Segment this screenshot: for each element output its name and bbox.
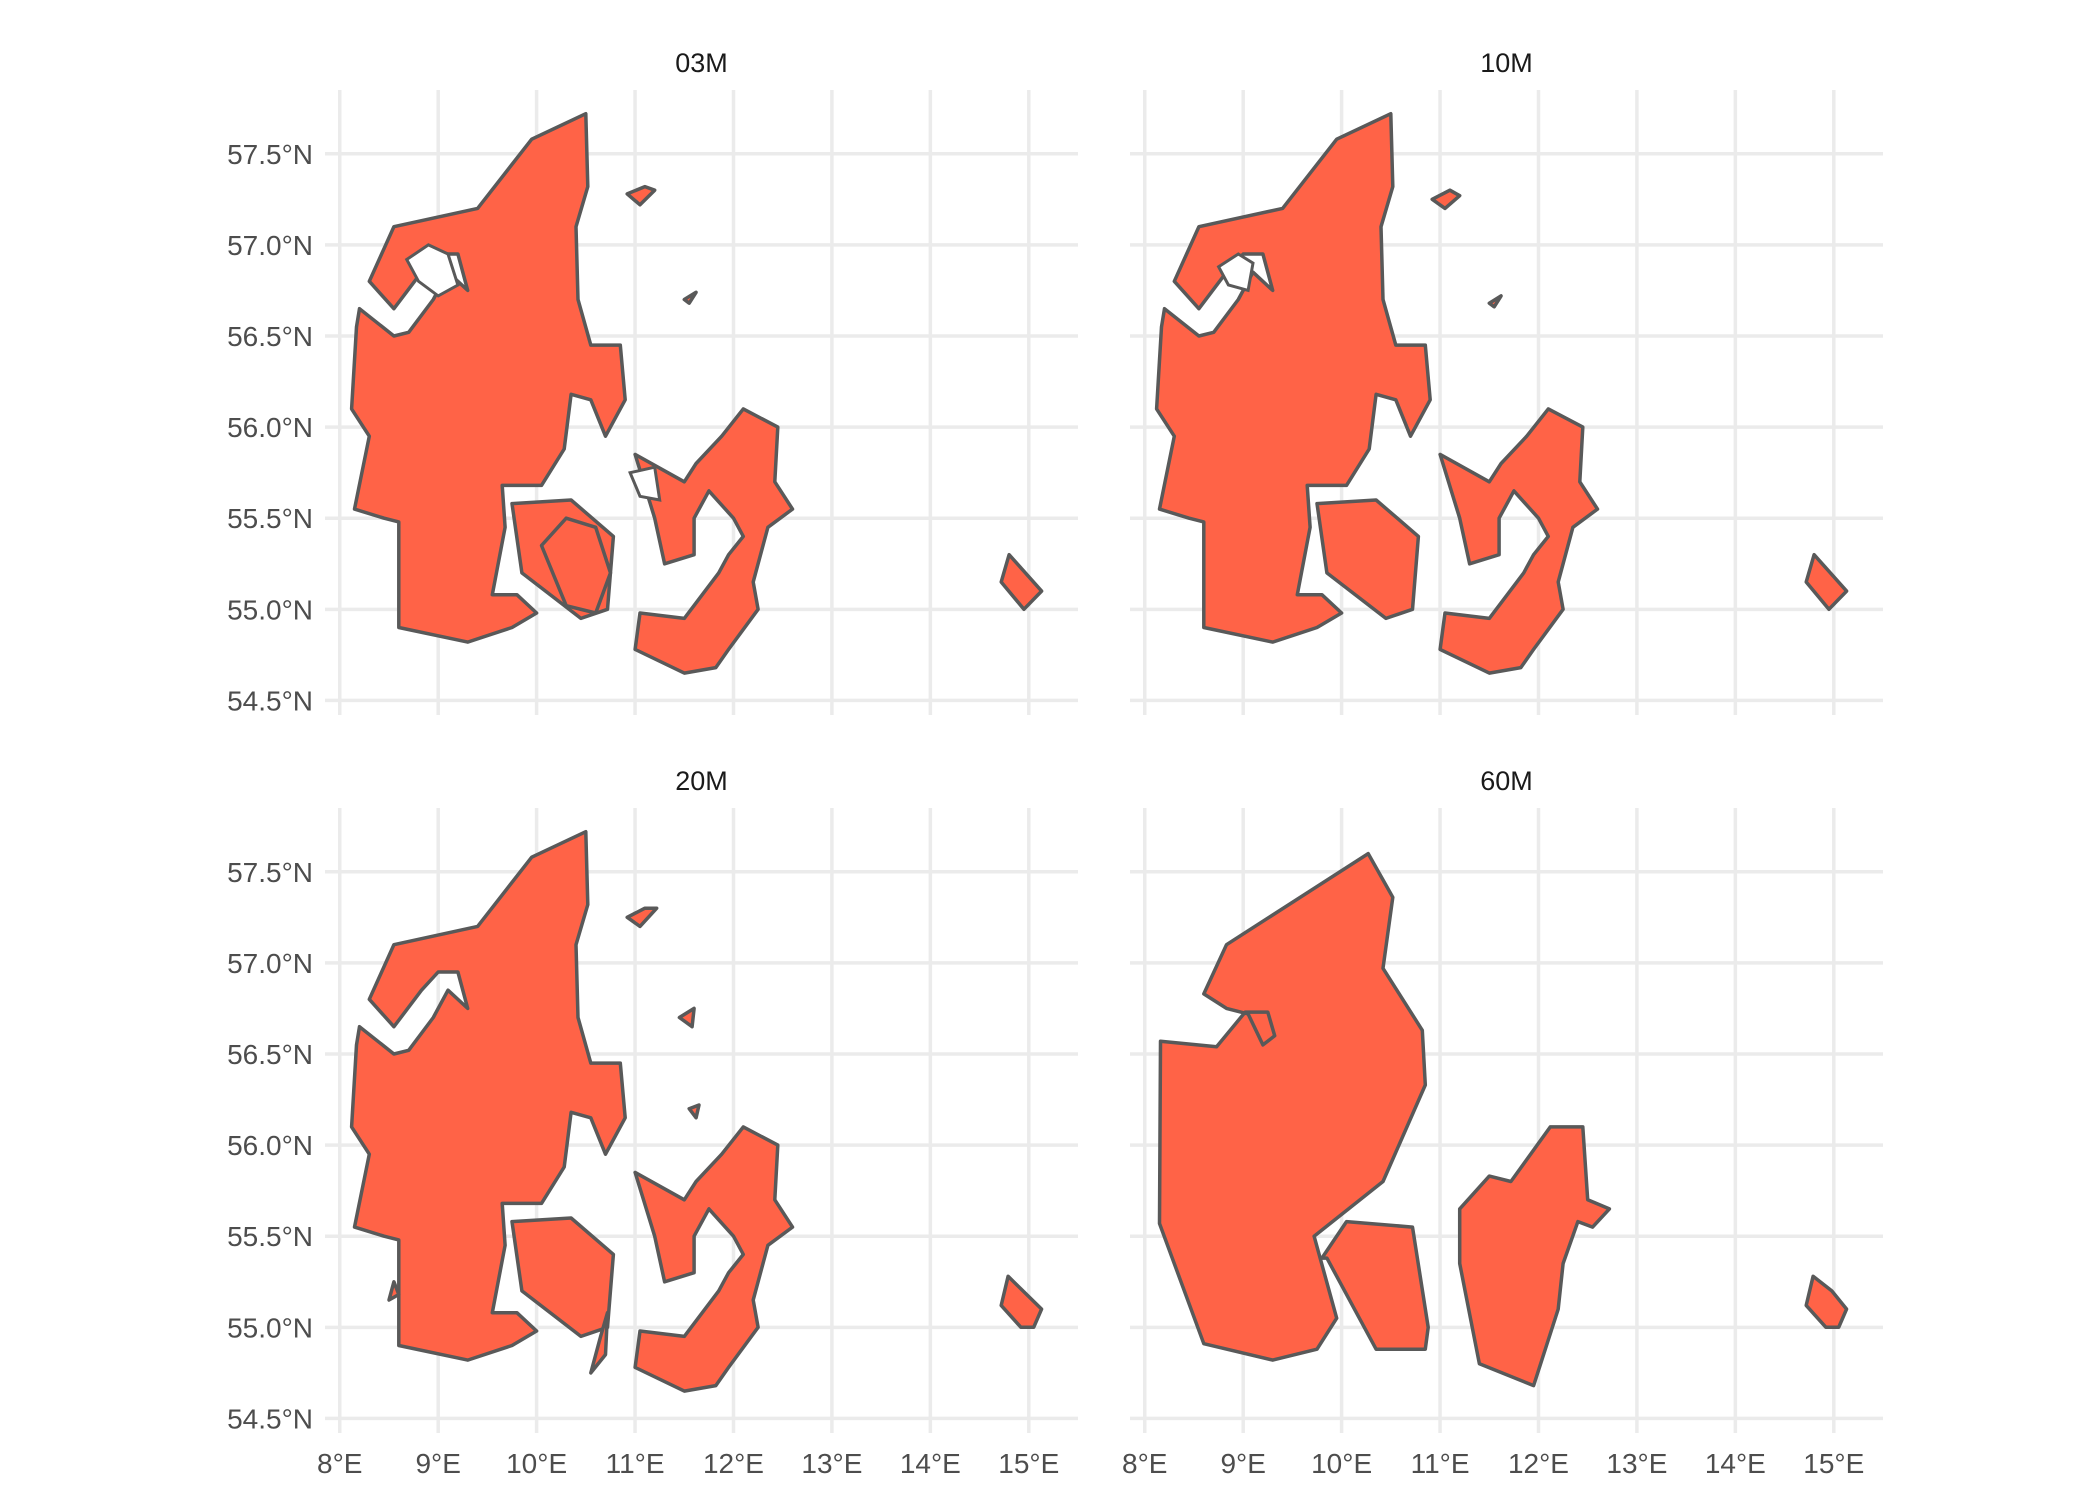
land-polygon (682, 290, 698, 305)
land-polygon (539, 516, 613, 615)
land-polygon (1804, 552, 1849, 612)
land-polygon (633, 407, 795, 675)
land-polygon (1320, 1219, 1430, 1351)
facet-panel-03m: 03M (325, 48, 1078, 715)
y-tick-label: 54.5°N (227, 685, 313, 716)
y-tick-label: 55.0°N (227, 1312, 313, 1343)
y-tick-label: 57.5°N (227, 857, 313, 888)
water-inlet (404, 243, 460, 298)
x-tick-label: 12°E (1508, 1448, 1569, 1479)
facet-panel-20m: 20M (325, 766, 1078, 1433)
x-tick-label: 9°E (415, 1448, 460, 1479)
x-tick-label: 15°E (1803, 1448, 1864, 1479)
land-polygon (687, 1103, 701, 1120)
land-polygon (1157, 851, 1428, 1362)
land-polygon (349, 829, 627, 1362)
x-tick-label: 9°E (1220, 1448, 1265, 1479)
facet-title: 20M (675, 766, 728, 796)
facet-title: 60M (1480, 766, 1533, 796)
facet-title: 03M (675, 48, 728, 78)
x-tick-label: 15°E (998, 1448, 1059, 1479)
facet-title: 10M (1480, 48, 1533, 78)
land-polygon (1804, 1274, 1849, 1330)
x-tick-label: 8°E (1122, 1448, 1167, 1479)
x-tick-label: 10°E (506, 1448, 567, 1479)
land-polygon (387, 1280, 401, 1302)
land-polygon (999, 552, 1044, 612)
x-tick-label: 14°E (1705, 1448, 1766, 1479)
y-tick-label: 56.0°N (227, 1130, 313, 1161)
land-polygon (1438, 407, 1600, 675)
y-tick-label: 57.0°N (227, 948, 313, 979)
x-tick-label: 11°E (606, 1448, 665, 1479)
y-tick-label: 56.5°N (227, 1039, 313, 1070)
land-polygon (1315, 498, 1421, 621)
facet-panel-10m: 10M (1130, 48, 1883, 715)
x-tick-label: 11°E (1411, 1448, 1470, 1479)
x-tick-label: 8°E (317, 1448, 362, 1479)
land-polygon (1430, 188, 1462, 211)
x-tick-label: 12°E (703, 1448, 764, 1479)
y-tick-label: 55.0°N (227, 594, 313, 625)
y-tick-label: 55.5°N (227, 1221, 313, 1252)
y-tick-label: 57.0°N (227, 230, 313, 261)
x-axis: 8°E 9°E 10°E 11°E 12°E 13°E 14°E 15°E 8°E 9°E 10°E… (317, 1448, 1864, 1479)
facet-panel-60m: 60M (1130, 766, 1883, 1433)
land-polygon (633, 1125, 795, 1393)
y-tick-label: 56.5°N (227, 321, 313, 352)
y-tick-label: 57.5°N (227, 139, 313, 170)
land-polygon (589, 1310, 610, 1375)
y-tick-label: 55.5°N (227, 503, 313, 534)
x-tick-label: 10°E (1311, 1448, 1372, 1479)
land-polygon (677, 1006, 696, 1029)
y-axis: 54.5°N 55.0°N 55.5°N 56.0°N 56.5°N 57.0°N 57.5… (227, 139, 313, 1435)
y-tick-label: 54.5°N (227, 1403, 313, 1434)
facet-panels: 03M 10M 20M 60M (325, 48, 1883, 1433)
water-inlet (628, 465, 662, 502)
land-polygon (999, 1274, 1044, 1330)
x-tick-label: 14°E (900, 1448, 961, 1479)
land-polygon (1487, 294, 1503, 309)
water-inlet (1216, 252, 1255, 293)
land-polygon (625, 906, 659, 929)
land-polygon (625, 184, 657, 207)
land-polygon (1457, 1125, 1612, 1388)
x-tick-label: 13°E (1606, 1448, 1667, 1479)
x-tick-label: 13°E (801, 1448, 862, 1479)
y-tick-label: 56.0°N (227, 412, 313, 443)
